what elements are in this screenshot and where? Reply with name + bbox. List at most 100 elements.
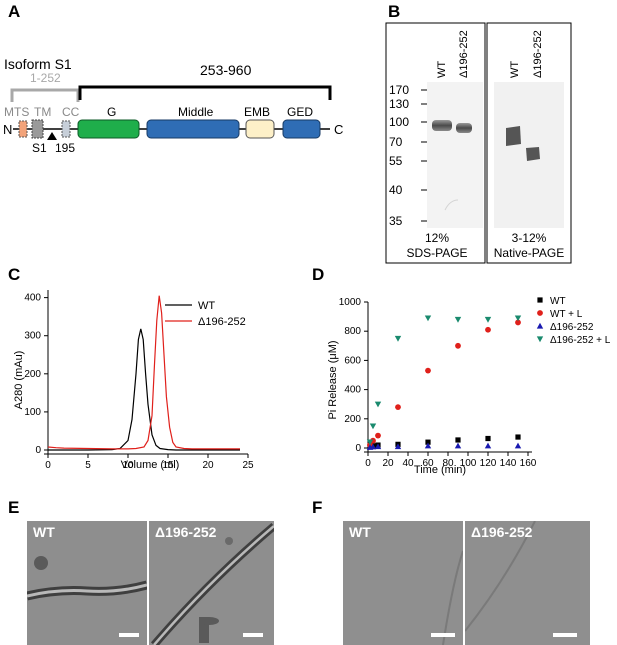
chart-d-point-s2 [374,443,382,450]
chart-d-legend-label-0: WT [550,296,566,307]
chart-d-legend-marker-1 [537,310,543,316]
region1-bracket [10,88,80,102]
marker-70: 70 [389,135,403,149]
chart-c-ytick-label: 400 [24,293,41,304]
em-image-f-mutant-content [465,521,590,645]
chart-d-point-s1 [455,342,461,349]
em-image-f-wt: WT [343,521,463,645]
em-e-label-wt: WT [33,524,55,540]
em-f-label-mutant: Δ196-252 [471,524,533,540]
native-gel-type: Native-PAGE [494,246,564,260]
chart-c-series-line-1 [47,295,240,450]
cc-label: CC [62,105,80,119]
chart-d-point-s0 [455,437,461,443]
scale-bar [119,633,139,637]
chart-d-point-s1 [515,319,521,326]
cc-domain [61,120,71,138]
chart-c-xtick-label: 20 [202,460,214,471]
chart-c-sec: 0 5 10 15 20 25 0 100 200 300 400 Volume (ml) A280… [13,290,254,471]
sds-percent: 12% [425,231,449,245]
em-image-e-mutant: Δ196-252 [149,521,274,645]
domain-diagram: Isoform S1 1-252 253-960 MTS TM CC G Mid… [3,56,343,155]
chart-d-xtick-label: 80 [442,458,454,469]
domain-label-emb: EMB [244,105,270,119]
chart-c-ylabel: A280 (mAu) [13,351,25,410]
em-image-e-mutant-content [149,521,274,645]
native-lane-mutant: Δ196-252 [532,30,544,78]
panel-letter-b: B [388,2,401,21]
sds-gel [427,82,483,228]
em-image-e-wt-content [27,521,147,645]
chart-d-ytick-label: 600 [344,355,361,366]
chart-d-ytick-label: 200 [344,414,361,425]
c-terminus: C [334,122,343,137]
em-image-f-mutant: Δ196-252 [465,521,590,645]
marker-55: 55 [389,154,403,168]
domain-label-g: G [107,105,116,119]
chart-d-point-s3 [369,423,377,430]
chart-d-point-s2 [424,442,432,449]
isoform-label: Isoform S1 [4,56,72,72]
scale-bar [431,633,455,637]
sds-band-mutant [456,123,472,133]
marker-ticks [421,89,427,222]
chart-d-xlabel: Time (min) [414,464,466,476]
chart-d-point-s3 [394,335,402,342]
chart-c-ytick-label: 200 [24,369,41,380]
panel-letter-d: D [312,265,325,284]
chart-d-point-s3 [424,315,432,322]
em-f-label-wt: WT [349,524,371,540]
chart-d-point-s3 [454,316,462,323]
sds-lane-wt: WT [436,61,448,78]
region2-bracket [78,85,332,100]
chart-d-point-s2 [369,443,377,450]
chart-d-legend-marker-0 [537,297,543,303]
chart-d-point-s3 [514,315,522,322]
chart-c-legend-label-0: WT [198,300,215,312]
chart-c-xlabel: Volume (ml) [121,459,180,471]
sds-gel-type: SDS-PAGE [406,246,467,260]
chart-d-point-s3 [484,316,492,323]
chart-c-xtick-label: 15 [162,460,174,471]
marker-40: 40 [389,183,403,197]
chart-d-xtick-label: 20 [382,458,394,469]
tm-domain [31,119,44,139]
chart-d-ylabel: Pi Release (μM) [327,340,339,419]
chart-d-point-s1 [485,326,491,333]
panel-letter-a: A [8,2,21,21]
chart-d-legend-marker-2 [536,322,544,329]
g-domain [77,119,140,139]
mts-label: MTS [4,105,29,119]
chart-c-xtick-label: 5 [85,460,91,471]
chart-d-xtick-label: 160 [520,458,537,469]
chart-d-point-s0 [515,434,521,440]
panel-letter-e: E [8,498,20,517]
cleavage-site-label: 195 [55,141,75,155]
chart-d-pi-release: 0 20 40 60 80 100 120 140 160 0 200 400 600 800 1000 T… [327,296,610,476]
middle-domain [146,119,240,139]
scale-bar [243,633,263,637]
ged-domain [282,119,321,139]
chart-d-point-s1 [425,367,431,374]
chart-d-legend-label-3: Δ196-252 + L [550,335,610,346]
native-band-wt [506,126,521,146]
domain-label-ged: GED [287,105,313,119]
n-terminus: N [3,122,12,137]
em-image-e-wt: WT [27,521,147,645]
panel-letter-c: C [8,265,21,284]
tm-label: TM [34,105,51,119]
gel-artifact [444,199,459,211]
chart-d-xtick-label: 60 [422,458,434,469]
region1-label: 1-252 [30,71,61,85]
marker-35: 35 [389,214,403,228]
chart-d-point-s1 [395,404,401,411]
scale-bar [553,633,577,637]
chart-d-ytick-label: 800 [344,326,361,337]
chart-d-xtick-label: 40 [402,458,414,469]
sds-band-wt [432,120,452,131]
chart-d-point-s2 [484,442,492,449]
gel-panel: WT Δ196-252 WT Δ196-252 170 130 100 70 5… [385,22,572,264]
em-image-f-wt-content [343,521,463,645]
native-lane-wt: WT [509,61,521,78]
chart-d-xtick-label: 0 [365,458,371,469]
